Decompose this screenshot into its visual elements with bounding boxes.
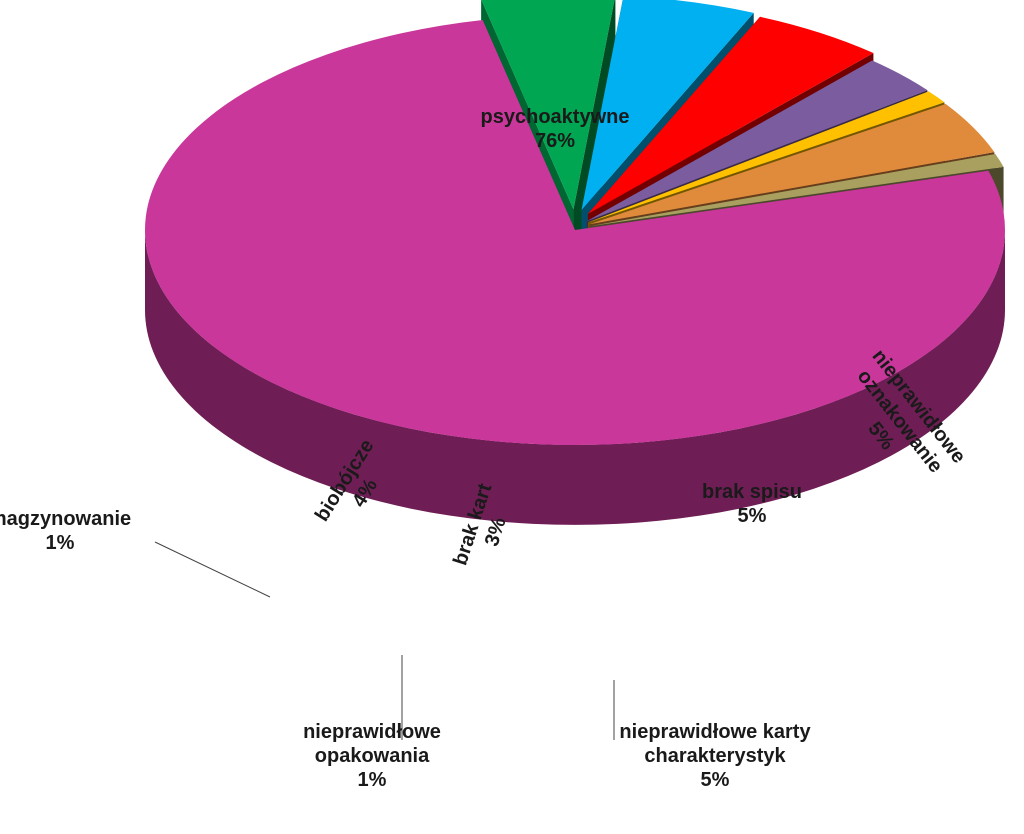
data-label-name: nieprawidłowe karty (619, 721, 811, 743)
data-label-psychoaktywne: psychoaktywne 76% (481, 106, 630, 152)
slice-nieprawidlowe-oznakowanie (481, 0, 615, 210)
data-label-name: magzynowanie (0, 508, 131, 530)
slice-brak-spisu (581, 0, 754, 210)
data-label-name: nieprawidłowe (303, 721, 441, 743)
data-label-brak-spisu: brak spisu 5% (702, 481, 802, 527)
slice-magzynowanie (590, 153, 1004, 227)
leader-lines (154, 541, 615, 740)
slice-nieprawidlowe-opakowania (587, 91, 945, 223)
slice-nieprawidlowe-karty-charakterystyk (587, 16, 874, 214)
data-label-value: 5% (701, 769, 730, 791)
slice-brak-kart (586, 60, 928, 222)
slice-psychoaktywne (144, 20, 1006, 446)
data-label-magzynowanie: magzynowanie 1% (0, 508, 131, 554)
data-label-value: 1% (46, 532, 75, 554)
data-label-name: psychoaktywne (481, 106, 630, 128)
data-label-value: 5% (738, 505, 767, 527)
slice-biobojcze (589, 104, 995, 225)
data-label-nieprawidlowe-opakowania: nieprawidłowe opakowania 1% (303, 721, 441, 791)
data-label-name: opakowania (315, 745, 430, 767)
data-label-value: 76% (535, 130, 575, 152)
slice-side-psychoaktywne (145, 230, 1005, 525)
data-label-nieprawidlowe-karty-charakterystyk: nieprawidłowe karty charakterystyk 5% (619, 721, 811, 791)
slice-top-layer (144, 0, 1006, 446)
data-label-name: brak spisu (702, 481, 802, 503)
leader-line-magzynowanie (154, 541, 271, 598)
data-label-name: charakterystyk (644, 745, 786, 767)
data-label-value: 1% (358, 769, 387, 791)
